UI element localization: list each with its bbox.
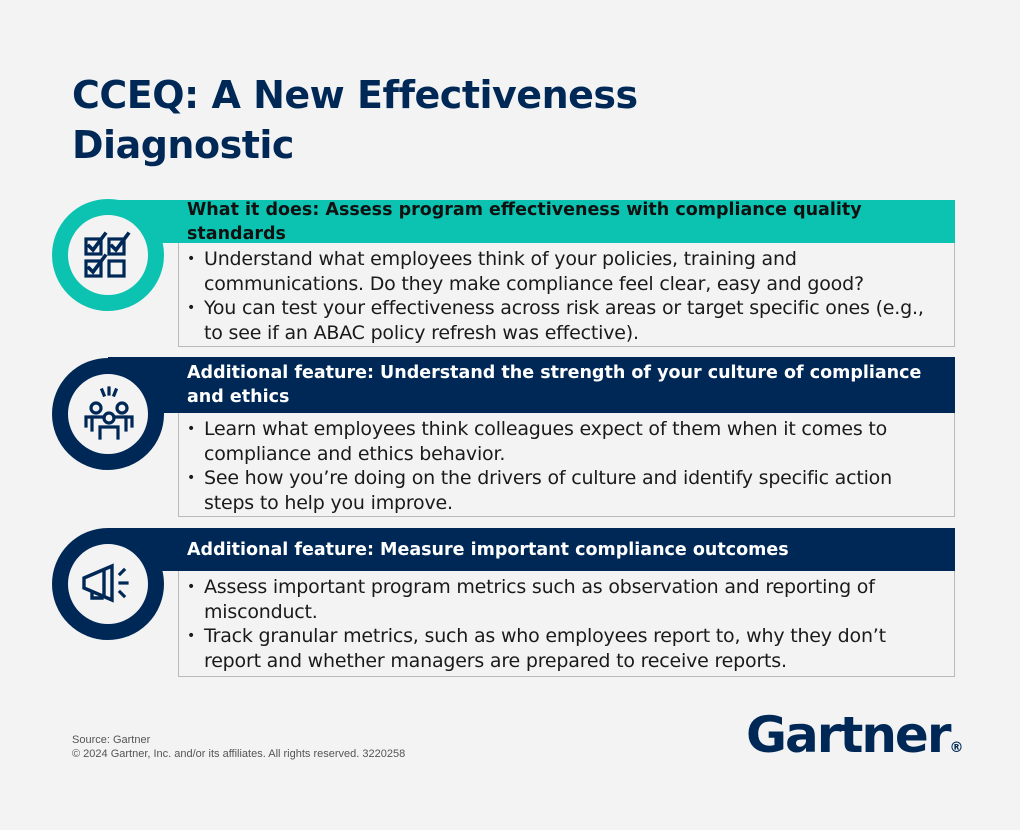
page-title: CCEQ: A New Effectiveness Diagnostic bbox=[72, 73, 638, 167]
section-body: Learn what employees think colleagues ex… bbox=[178, 413, 955, 517]
icon-circle bbox=[52, 358, 164, 470]
megaphone-icon bbox=[82, 563, 129, 603]
icon-circle bbox=[52, 528, 164, 640]
people-group-icon bbox=[84, 386, 134, 440]
section-header: What it does: Assess program effectivene… bbox=[108, 199, 955, 244]
section-header: Additional feature: Understand the stren… bbox=[108, 357, 955, 413]
bullet-list: Assess important program metrics such as… bbox=[187, 575, 944, 673]
section-header-text: Additional feature: Understand the stren… bbox=[187, 363, 922, 407]
section-body: Assess important program metrics such as… bbox=[178, 571, 955, 677]
bullet-list: Learn what employees think colleagues ex… bbox=[187, 417, 944, 515]
bullet-item: You can test your effectiveness across r… bbox=[187, 296, 944, 345]
bullet-item: Track granular metrics, such as who empl… bbox=[187, 624, 944, 673]
icon-circle bbox=[52, 199, 164, 311]
bullet-item: See how you’re doing on the drivers of c… bbox=[187, 466, 944, 515]
section-header: Additional feature: Measure important co… bbox=[108, 528, 955, 571]
registered-mark: ® bbox=[949, 740, 964, 756]
gartner-logo: Gartner® bbox=[746, 703, 964, 780]
bullet-item: Understand what employees think of your … bbox=[187, 247, 944, 296]
section-body: Understand what employees think of your … bbox=[178, 243, 955, 347]
footer: Source: Gartner © 2024 Gartner, Inc. and… bbox=[72, 733, 405, 761]
section-header-text: Additional feature: Measure important co… bbox=[187, 539, 789, 560]
bullet-item: Learn what employees think colleagues ex… bbox=[187, 417, 944, 466]
bullet-list: Understand what employees think of your … bbox=[187, 247, 944, 345]
logo-text: Gartner bbox=[746, 706, 952, 764]
section-header-text: What it does: Assess program effectivene… bbox=[187, 199, 862, 244]
source-note: Source: Gartner bbox=[72, 734, 151, 746]
bullet-item: Assess important program metrics such as… bbox=[187, 575, 944, 624]
copyright-note: © 2024 Gartner, Inc. and/or its affiliat… bbox=[72, 748, 406, 760]
checklist-icon bbox=[84, 231, 131, 278]
